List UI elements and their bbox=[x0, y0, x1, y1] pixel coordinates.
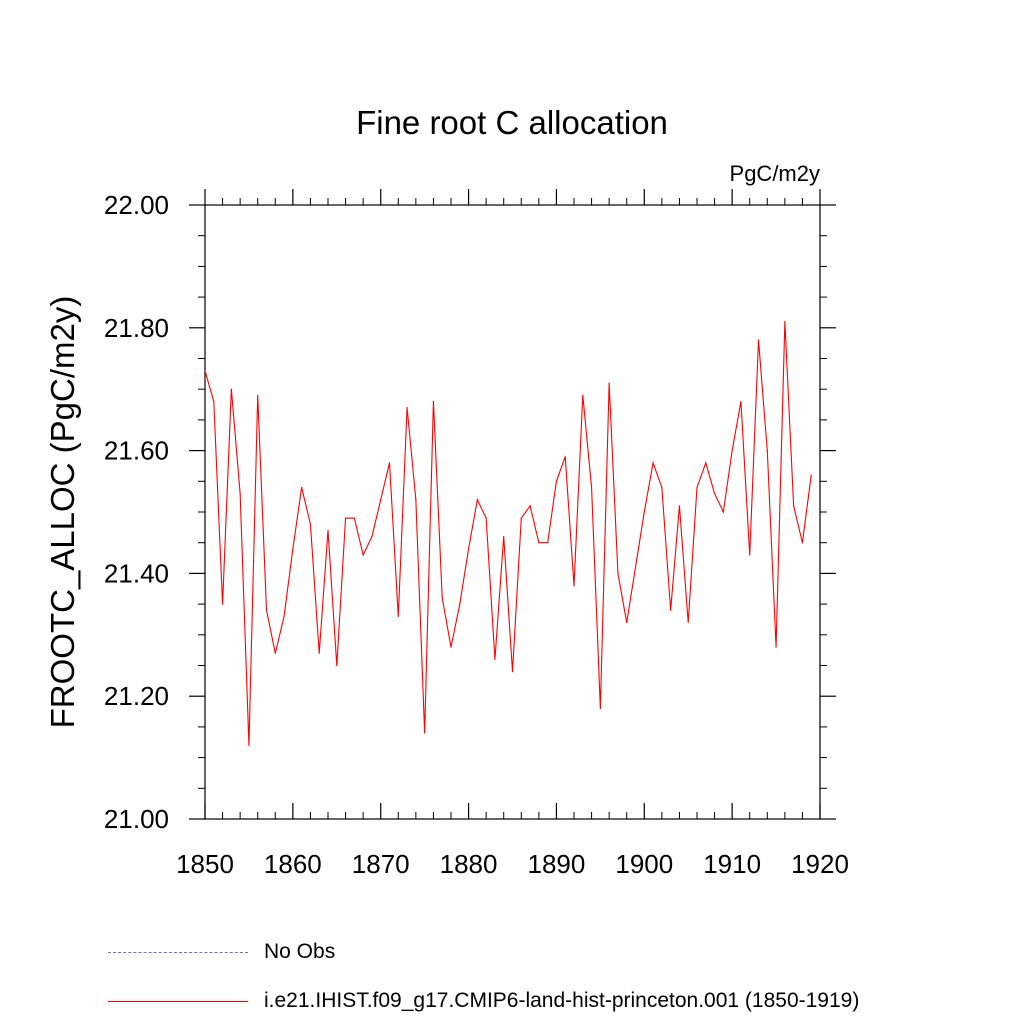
legend-swatch-dashed bbox=[108, 952, 248, 953]
data-point bbox=[547, 542, 549, 544]
data-point bbox=[643, 511, 645, 513]
data-point bbox=[406, 407, 408, 409]
data-point bbox=[204, 370, 206, 372]
data-point bbox=[283, 615, 285, 617]
data-point bbox=[459, 603, 461, 605]
data-point bbox=[590, 486, 593, 489]
data-point bbox=[661, 486, 663, 489]
x-tick-label: 1890 bbox=[528, 849, 586, 879]
legend-item-model-run: i.e21.IHIST.f09_g17.CMIP6-land-hist-prin… bbox=[108, 987, 1008, 1017]
data-point bbox=[353, 517, 355, 519]
data-point bbox=[362, 554, 364, 556]
data-point bbox=[784, 321, 786, 323]
data-point bbox=[696, 486, 698, 489]
data-point bbox=[397, 615, 399, 617]
data-point bbox=[713, 492, 716, 495]
data-point bbox=[538, 542, 540, 544]
data-point bbox=[274, 652, 276, 654]
data-point bbox=[265, 609, 268, 611]
plot-frame bbox=[204, 204, 821, 820]
data-point bbox=[415, 499, 417, 501]
data-point bbox=[239, 492, 241, 495]
data-point bbox=[766, 450, 768, 452]
data-point bbox=[336, 664, 338, 667]
data-point bbox=[793, 505, 795, 507]
axis-ticks: 1850 1860 1870 1880 1890 1900 1910 1920 21.00 21.… bbox=[104, 189, 849, 879]
data-point bbox=[424, 732, 426, 734]
y-tick-label: 21.80 bbox=[104, 313, 169, 343]
data-point bbox=[511, 671, 514, 673]
data-point bbox=[221, 603, 224, 605]
units-label: PgC/m2y bbox=[730, 161, 820, 186]
data-point bbox=[678, 505, 681, 507]
data-point bbox=[344, 517, 347, 519]
data-point bbox=[485, 517, 487, 519]
data-point bbox=[582, 394, 584, 396]
legend-item-no-obs: No Obs bbox=[108, 938, 1008, 968]
x-tick-label: 1880 bbox=[440, 849, 498, 879]
data-point bbox=[749, 554, 751, 556]
data-point bbox=[503, 535, 505, 538]
x-tick-label: 1850 bbox=[176, 849, 234, 879]
data-point bbox=[705, 462, 707, 464]
data-point bbox=[626, 621, 628, 624]
data-point bbox=[757, 339, 760, 341]
data-point bbox=[722, 511, 724, 513]
data-point bbox=[432, 400, 435, 403]
data-point bbox=[731, 450, 733, 452]
y-tick-label: 22.00 bbox=[104, 190, 169, 220]
data-point bbox=[230, 388, 232, 390]
chart-title: Fine root C allocation bbox=[356, 104, 668, 141]
data-point bbox=[318, 652, 320, 654]
y-tick-label: 21.60 bbox=[104, 436, 169, 466]
data-point bbox=[301, 486, 303, 489]
data-point bbox=[529, 505, 531, 507]
data-point bbox=[599, 707, 601, 710]
legend-label: i.e21.IHIST.f09_g17.CMIP6-land-hist-prin… bbox=[264, 989, 860, 1012]
data-point bbox=[476, 499, 478, 501]
y-tick-label: 21.00 bbox=[104, 804, 169, 834]
data-point bbox=[740, 400, 742, 403]
x-tick-label: 1870 bbox=[352, 849, 410, 879]
data-point bbox=[652, 462, 654, 464]
data-point bbox=[670, 609, 672, 611]
series-line bbox=[204, 321, 812, 746]
y-tick-label: 21.40 bbox=[104, 558, 169, 588]
data-point bbox=[608, 382, 610, 384]
data-point bbox=[810, 474, 812, 476]
data-point bbox=[775, 646, 777, 648]
x-tick-label: 1900 bbox=[615, 849, 673, 879]
data-point bbox=[309, 523, 312, 525]
y-tick-label: 21.20 bbox=[104, 681, 169, 711]
data-point bbox=[494, 658, 496, 660]
data-point bbox=[257, 394, 259, 396]
series-line-group bbox=[204, 321, 812, 746]
data-point bbox=[564, 456, 566, 458]
data-point bbox=[248, 744, 250, 746]
data-point bbox=[213, 400, 215, 403]
data-point bbox=[388, 462, 391, 464]
data-point bbox=[380, 499, 382, 501]
y-axis-label: FROOTC_ALLOC (PgC/m2y) bbox=[44, 296, 81, 729]
legend-label: No Obs bbox=[264, 940, 336, 963]
data-point bbox=[371, 535, 373, 538]
data-point bbox=[617, 572, 619, 575]
data-point bbox=[573, 585, 575, 587]
x-tick-label: 1920 bbox=[791, 849, 849, 879]
x-tick-label: 1860 bbox=[264, 849, 322, 879]
data-point bbox=[292, 548, 294, 550]
data-point bbox=[327, 529, 329, 532]
data-point bbox=[801, 542, 804, 544]
data-point bbox=[634, 566, 637, 568]
data-point bbox=[467, 548, 470, 550]
data-point bbox=[441, 597, 443, 599]
data-point bbox=[520, 517, 522, 519]
legend-swatch-solid bbox=[108, 1001, 248, 1002]
data-point bbox=[555, 480, 558, 482]
data-point bbox=[450, 646, 452, 648]
x-tick-label: 1910 bbox=[703, 849, 761, 879]
data-point bbox=[687, 621, 689, 624]
